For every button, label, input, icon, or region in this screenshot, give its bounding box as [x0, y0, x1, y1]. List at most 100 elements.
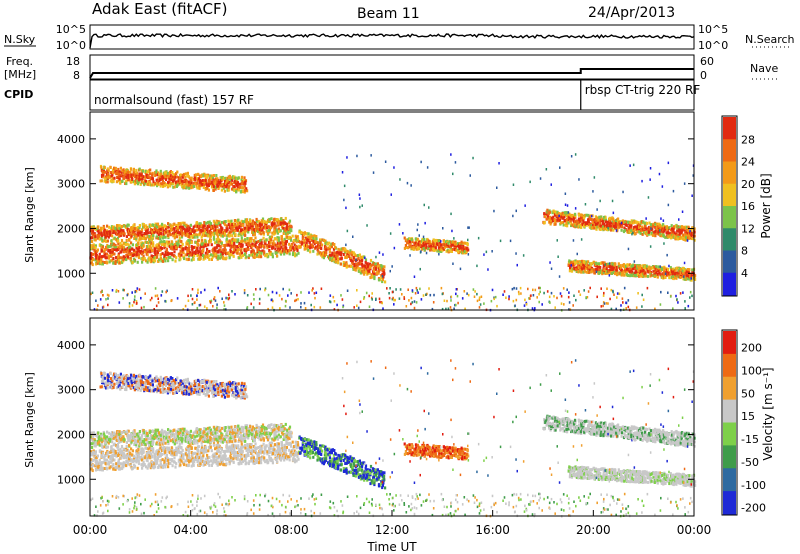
- power-cell: [642, 268, 645, 272]
- power-cell: [669, 266, 672, 270]
- power-cell: [297, 239, 301, 243]
- power-cell: [107, 297, 109, 300]
- power-cell: [105, 234, 109, 238]
- power-cell: [611, 219, 614, 223]
- power-cell: [666, 268, 670, 271]
- power-cell: [121, 169, 124, 173]
- power-cell: [232, 231, 235, 235]
- power-cell: [221, 234, 224, 238]
- power-cell: [431, 307, 434, 311]
- power-cell: [213, 297, 215, 301]
- power-cell: [215, 174, 218, 177]
- power-cell: [227, 181, 230, 185]
- power-cell: [190, 258, 193, 262]
- power-cell: [548, 295, 551, 299]
- power-cell: [112, 242, 115, 246]
- power-cell: [377, 271, 380, 275]
- power-cell: [575, 261, 578, 265]
- power-cell: [143, 257, 146, 261]
- power-cell: [125, 258, 128, 262]
- power-cell: [136, 171, 139, 175]
- power-cell: [187, 239, 190, 242]
- power-cell: [259, 244, 262, 248]
- power-cell: [194, 245, 197, 249]
- power-cell: [158, 246, 161, 250]
- power-cell: [554, 220, 557, 224]
- power-cell: [460, 240, 463, 244]
- freq-panel: Freq. [MHz] Nave 18 8 60 0: [4, 54, 780, 82]
- power-cell: [177, 224, 180, 228]
- power-cell: [606, 224, 609, 227]
- power-cell: [483, 302, 485, 305]
- power-cell: [149, 231, 152, 235]
- power-cell: [676, 233, 679, 237]
- power-cell: [171, 182, 174, 186]
- power-cell: [647, 232, 650, 236]
- power-cell: [270, 217, 273, 221]
- power-cell: [374, 267, 378, 271]
- power-cell: [312, 287, 314, 290]
- power-cell: [425, 242, 428, 246]
- power-cell: [118, 226, 121, 230]
- power-cell: [222, 249, 225, 253]
- freq-label: Freq.: [6, 55, 33, 68]
- power-cell: [197, 291, 199, 294]
- power-cell: [261, 244, 264, 248]
- power-cell: [168, 174, 171, 178]
- power-cell: [328, 246, 331, 250]
- power-cell: [277, 227, 280, 231]
- power-cell: [140, 249, 143, 253]
- power-cell: [221, 252, 224, 256]
- power-cell: [309, 237, 312, 240]
- nsearch-tick-top: 10^5: [698, 23, 728, 36]
- power-cell: [338, 252, 341, 256]
- power-cell: [196, 249, 199, 253]
- power-cell: [636, 271, 639, 275]
- power-cell: [204, 233, 207, 237]
- power-cell: [116, 224, 119, 227]
- power-cell: [194, 173, 198, 177]
- power-cell: [170, 228, 173, 232]
- power-cell: [524, 298, 526, 302]
- power-cell: [147, 170, 150, 174]
- power-cell: [573, 216, 576, 220]
- power-cell: [624, 223, 627, 227]
- power-cell: [300, 291, 302, 294]
- power-cell: [110, 239, 113, 243]
- power-cell: [146, 170, 149, 174]
- power-cell: [230, 219, 233, 223]
- power-cell: [658, 267, 661, 271]
- power-cell: [225, 180, 228, 184]
- power-cell: [132, 224, 135, 228]
- power-cell: [289, 224, 293, 228]
- power-cell: [574, 212, 577, 216]
- power-cell: [449, 306, 452, 309]
- power-cell: [106, 239, 109, 243]
- power-cell: [443, 240, 446, 244]
- power-cell: [242, 186, 245, 190]
- power-cell: [176, 170, 179, 174]
- power-cell: [288, 249, 291, 253]
- power-cell: [328, 256, 331, 260]
- power-cell: [159, 175, 162, 179]
- power-cell: [473, 295, 476, 298]
- power-cell: [154, 248, 157, 252]
- power-cell: [140, 246, 144, 250]
- power-cell: [100, 236, 103, 240]
- power-cell: [424, 240, 427, 244]
- power-cell: [625, 272, 628, 276]
- power-cell: [575, 266, 578, 270]
- power-cell: [174, 231, 177, 235]
- power-cell: [144, 240, 147, 244]
- power-cell: [92, 258, 95, 262]
- power-cell: [364, 260, 367, 264]
- power-cell: [224, 220, 227, 223]
- power-cell: [161, 226, 164, 230]
- power-cell: [123, 232, 126, 236]
- power-cell: [126, 224, 129, 228]
- power-cell: [226, 226, 229, 229]
- power-cell: [176, 227, 179, 230]
- power-cell: [97, 255, 100, 259]
- power-cell: [626, 263, 629, 267]
- power-cell: [96, 233, 99, 237]
